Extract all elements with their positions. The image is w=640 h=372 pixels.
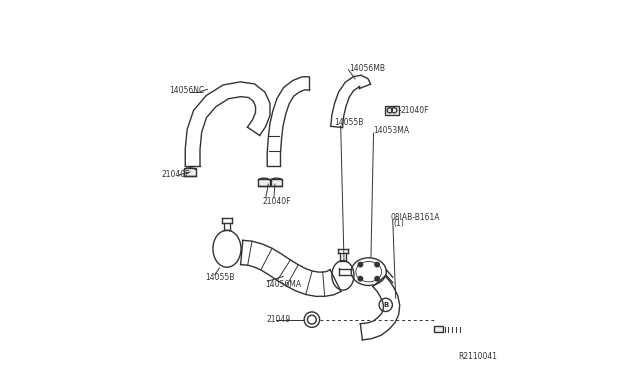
Text: 14055B: 14055B (205, 273, 234, 282)
Text: (1): (1) (394, 219, 404, 228)
Bar (184, 169, 196, 176)
Text: 14056MB: 14056MB (349, 64, 385, 73)
Text: B: B (383, 302, 388, 308)
Text: 21040F: 21040F (162, 170, 191, 179)
Circle shape (375, 276, 380, 281)
Bar (385, 106, 399, 115)
Text: 21049: 21049 (266, 315, 291, 324)
Text: 21040F: 21040F (263, 197, 291, 206)
Text: 08IAB-B161A: 08IAB-B161A (391, 213, 440, 222)
Text: 21040F: 21040F (401, 106, 429, 115)
Circle shape (358, 276, 363, 281)
Bar (434, 326, 443, 332)
Text: R2110041: R2110041 (458, 352, 497, 361)
Text: 14056MA: 14056MA (266, 280, 301, 289)
Bar (258, 179, 270, 186)
Circle shape (358, 262, 363, 267)
Text: 14053MA: 14053MA (374, 126, 410, 135)
Bar (271, 179, 282, 186)
Text: 14055B: 14055B (334, 118, 364, 127)
Circle shape (375, 262, 380, 267)
Text: 14056NC: 14056NC (170, 86, 205, 95)
